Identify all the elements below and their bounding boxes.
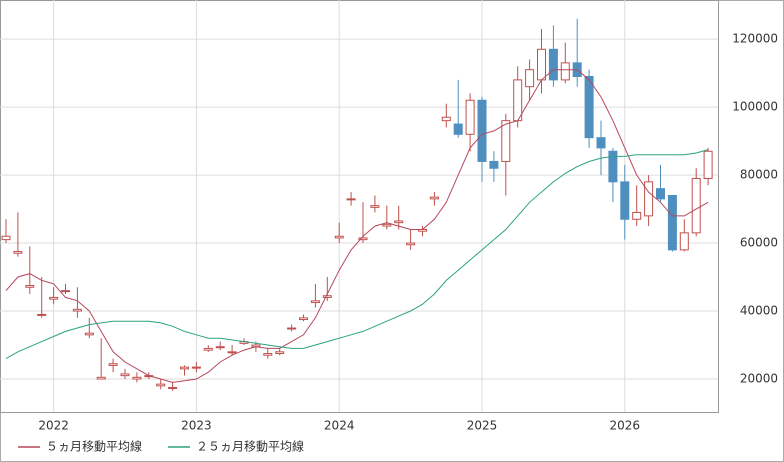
candle-body xyxy=(156,383,166,387)
x-tick-label: 2022 xyxy=(38,419,69,433)
y-tick-label: 60000 xyxy=(740,236,778,250)
candle-body xyxy=(656,188,665,200)
legend-label: ２５ヵ月移動平均線 xyxy=(196,439,304,454)
candle-body xyxy=(358,237,368,241)
x-tick-label: 2026 xyxy=(610,419,641,433)
candle-body xyxy=(584,75,594,139)
candle-body xyxy=(465,99,475,135)
candle-body xyxy=(525,69,535,88)
candle-body xyxy=(489,160,499,169)
y-tick-label: 120000 xyxy=(732,32,778,46)
x-tick-label: 2025 xyxy=(467,419,498,433)
candle-body xyxy=(168,387,178,390)
candle-body xyxy=(191,366,201,369)
candle-body xyxy=(72,308,82,312)
candle-body xyxy=(346,198,356,201)
candle-body xyxy=(620,181,630,220)
candle-body xyxy=(275,351,285,355)
candle-body xyxy=(84,332,94,336)
candle-body xyxy=(1,235,11,241)
y-tick-label: 100000 xyxy=(732,100,778,114)
candle-body xyxy=(96,376,106,380)
legend-label: ５ヵ月移動平均線 xyxy=(46,439,142,454)
x-tick-label: 2024 xyxy=(324,419,355,433)
candle-body xyxy=(263,353,273,356)
candle-body xyxy=(13,251,23,254)
candle-body xyxy=(537,48,546,81)
y-tick-label: 40000 xyxy=(740,304,778,318)
candle-body xyxy=(596,137,606,149)
candle-body xyxy=(608,150,618,183)
candle-body xyxy=(382,223,392,227)
candle-body xyxy=(227,351,237,354)
candle-body xyxy=(120,373,130,377)
ma-line xyxy=(5,149,709,360)
candle-body xyxy=(61,290,70,293)
candle-body xyxy=(441,116,451,122)
candle-body xyxy=(203,347,213,351)
candle-body xyxy=(215,346,225,349)
candle-body xyxy=(370,205,380,208)
candle-body xyxy=(180,366,189,370)
candle-body xyxy=(25,285,35,288)
candle-body xyxy=(691,177,701,234)
candle-body xyxy=(453,123,463,135)
candle-body xyxy=(513,79,523,122)
candle-body xyxy=(322,295,332,298)
candle-body xyxy=(667,194,677,251)
candle-body xyxy=(49,296,59,300)
x-tick-label: 2023 xyxy=(181,419,212,433)
candle-body xyxy=(108,363,118,366)
candle-body xyxy=(287,327,297,330)
y-tick-label: 80000 xyxy=(740,168,778,182)
candle-body xyxy=(548,48,558,81)
candle-body xyxy=(310,300,320,304)
y-tick-label: 20000 xyxy=(740,372,778,386)
candle-body xyxy=(394,220,404,224)
candle-body xyxy=(679,232,689,251)
candle-body xyxy=(560,62,570,81)
candle-body xyxy=(406,242,416,246)
candle-body xyxy=(429,196,439,200)
candle-body xyxy=(632,211,642,220)
candle-body xyxy=(334,235,344,239)
candle-body xyxy=(703,150,713,179)
candle-body xyxy=(132,376,142,380)
candle-body xyxy=(477,99,487,162)
plot-area xyxy=(0,0,719,413)
ma-line xyxy=(5,69,709,383)
candle-body xyxy=(501,120,511,162)
candle-body xyxy=(37,313,47,316)
candle-body xyxy=(644,181,654,217)
candle-body xyxy=(299,317,308,321)
